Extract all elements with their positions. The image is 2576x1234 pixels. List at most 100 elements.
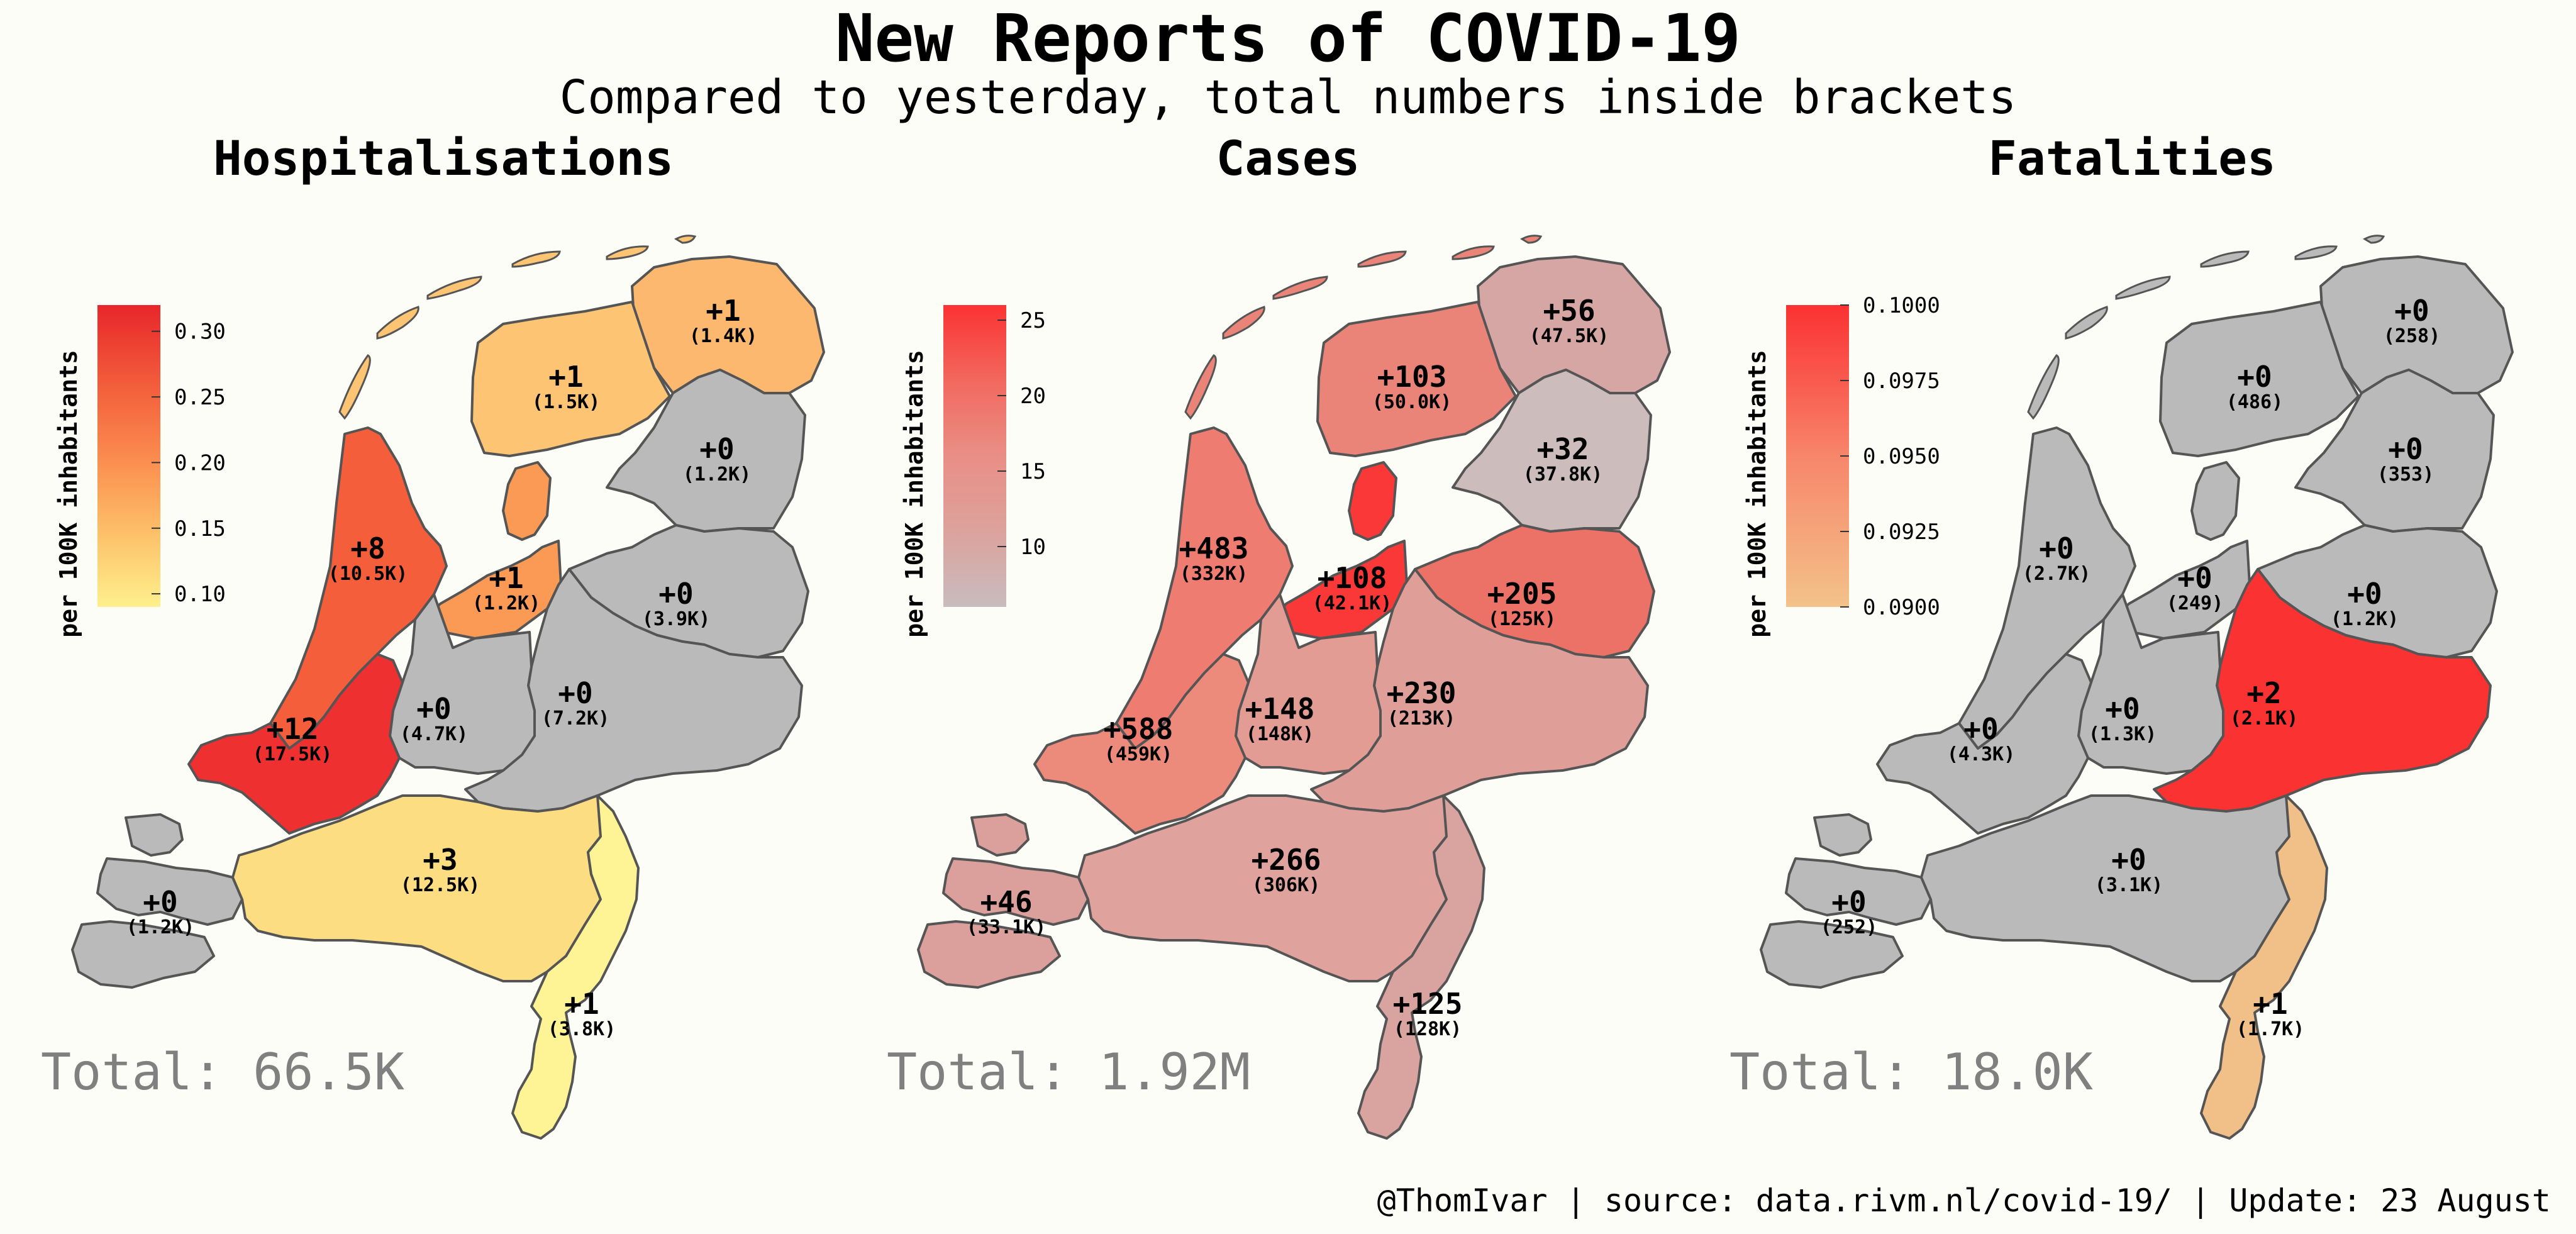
province-total-label: (2.1K) <box>2230 708 2298 730</box>
wadden-island <box>511 250 561 268</box>
colorbar-tick-label: 0.20 <box>174 450 226 475</box>
colorbar-tick-label: 25 <box>1020 308 1046 333</box>
province-total-label: (1.5K) <box>532 391 600 413</box>
province-total-label: (306K) <box>1252 874 1320 896</box>
province-zeeland[interactable] <box>917 813 1089 989</box>
wadden-island <box>2200 250 2250 268</box>
province-change-label: +0 <box>143 885 177 919</box>
province-friesland[interactable] <box>2159 301 2360 457</box>
wadden-island <box>674 235 697 244</box>
province-change-label: +0 <box>658 577 693 611</box>
colorbar-tick-label: 20 <box>1020 384 1046 409</box>
province-total-label: (3.1K) <box>2095 874 2163 896</box>
province-change-label: +230 <box>1387 676 1457 710</box>
colorbar-tick-label: 0.1000 <box>1863 293 1940 318</box>
province-change-label: +0 <box>558 676 592 710</box>
colorbar <box>943 305 1006 607</box>
colorbar <box>1786 305 1849 607</box>
province-total-label: (1.2K) <box>683 464 751 486</box>
wadden-island <box>1184 354 1217 420</box>
province-friesland[interactable] <box>470 301 671 457</box>
province-total-label: (1.7K) <box>2236 1018 2304 1040</box>
footer-credits: @ThomIvar | source: data.rivm.nl/covid-1… <box>1377 1182 2551 1219</box>
panel-title-hospitalisations: Hospitalisations <box>213 130 674 186</box>
panel-title-fatalities: Fatalities <box>1988 130 2276 186</box>
panel-total: Total: 1.92M <box>887 1043 1250 1101</box>
colorbar-tick-label: 0.15 <box>174 516 226 542</box>
province-total-label: (252) <box>1821 916 1877 938</box>
province-drenthe[interactable] <box>606 369 806 533</box>
province-total-label: (332K) <box>1180 563 1248 585</box>
panel-fatalities: Fatalities+0(258)+0(486)+0(353)+0(2.7K) +… <box>1729 130 2514 1140</box>
province-change-label: +588 <box>1104 712 1174 746</box>
province-change-label: +0 <box>2105 692 2140 726</box>
panel-cases: Cases +56(47.5K) +103(50.0K) +32(37.8K) +483… <box>887 130 1671 1140</box>
province-change-label: +205 <box>1487 577 1557 611</box>
panel-total: Total: 66.5K <box>41 1043 404 1101</box>
page-subtitle: Compared to yesterday, total numbers ins… <box>559 70 2017 125</box>
province-zuid-holland[interactable] <box>1033 653 1250 835</box>
province-total-label: (17.5K) <box>253 743 332 765</box>
province-zuid-holland[interactable] <box>187 653 404 835</box>
province-total-label: (3.8K) <box>548 1018 616 1040</box>
province-total-label: (33.1K) <box>967 916 1046 938</box>
province-change-label: +1 <box>2253 987 2287 1021</box>
province-limburg[interactable] <box>511 794 640 1140</box>
province-total-label: (1.4K) <box>689 325 757 347</box>
province-total-label: (128K) <box>1394 1018 1462 1040</box>
province-change-label: +0 <box>1831 885 1866 919</box>
province-drenthe[interactable] <box>2294 369 2495 533</box>
colorbar-tick-label: 0.0925 <box>1863 520 1940 545</box>
province-drenthe[interactable] <box>1452 369 1652 533</box>
wadden-island <box>1357 250 1407 268</box>
colorbar-tick-label: 0.30 <box>174 320 226 345</box>
wadden-island <box>426 275 482 300</box>
province-total-label: (1.2K) <box>2331 608 2399 630</box>
province-change-label: +108 <box>1318 561 1387 595</box>
province-change-label: +125 <box>1393 987 1463 1021</box>
wadden-island <box>338 354 371 420</box>
wadden-island <box>2027 354 2060 420</box>
wadden-island <box>2362 235 2385 244</box>
province-change-label: +12 <box>266 712 318 746</box>
province-zeeland[interactable] <box>71 813 243 989</box>
province-change-label: +56 <box>1543 294 1595 328</box>
province-change-label: +2 <box>2246 676 2281 710</box>
province-change-label: +103 <box>1377 360 1447 394</box>
province-total-label: (47.5K) <box>1530 325 1609 347</box>
colorbar-tick-label: 10 <box>1020 535 1046 560</box>
province-total-label: (148K) <box>1246 723 1314 745</box>
page-title: New Reports of COVID-19 <box>835 0 1741 77</box>
province-change-label: +0 <box>2394 294 2429 328</box>
province-total-label: (1.2K) <box>126 916 194 938</box>
province-change-label: +1 <box>548 360 583 394</box>
province-total-label: (42.1K) <box>1313 592 1392 614</box>
province-total-label: (7.2K) <box>541 708 609 730</box>
wadden-island <box>1452 245 1495 260</box>
province-change-label: +148 <box>1245 692 1315 726</box>
province-limburg[interactable] <box>2200 794 2328 1140</box>
panel-total: Total: 18.0K <box>1729 1043 2093 1101</box>
province-total-label: (50.0K) <box>1372 391 1452 413</box>
province-friesland[interactable] <box>1316 301 1517 457</box>
province-total-label: (37.8K) <box>1523 464 1602 486</box>
province-total-label: (459K) <box>1104 743 1172 765</box>
wadden-island <box>1272 275 1328 300</box>
province-total-label: (4.7K) <box>400 723 468 745</box>
panel-title-cases: Cases <box>1216 130 1360 186</box>
wadden-island <box>376 306 419 340</box>
wadden-island <box>2294 245 2338 260</box>
province-change-label: +1 <box>564 987 599 1021</box>
province-limburg[interactable] <box>1357 794 1485 1140</box>
province-change-label: +266 <box>1252 843 1321 877</box>
province-total-label: (1.3K) <box>2089 723 2157 745</box>
wadden-island <box>2115 275 2171 300</box>
province-change-label: +32 <box>1536 432 1589 466</box>
province-change-label: +0 <box>2388 432 2423 466</box>
wadden-island <box>2065 306 2108 340</box>
colorbar-tick-label: 0.0975 <box>1863 369 1940 394</box>
province-zuid-holland[interactable] <box>1876 653 2092 835</box>
province-zeeland[interactable] <box>1760 813 1932 989</box>
wadden-island <box>606 245 649 260</box>
